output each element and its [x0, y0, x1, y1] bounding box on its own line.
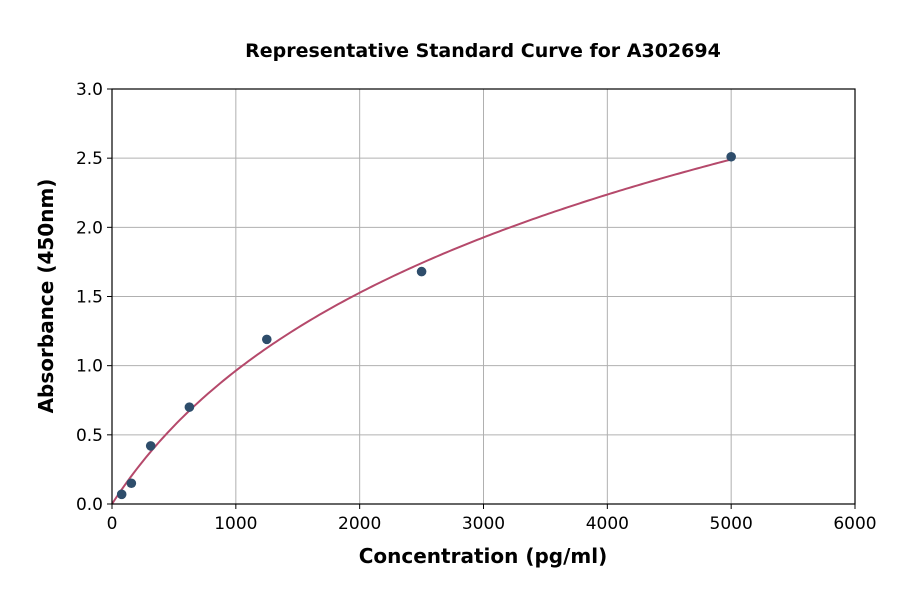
- y-tick-label: 1.0: [76, 357, 103, 377]
- y-axis-label: Absorbance (450nm): [34, 179, 58, 414]
- y-tick-label: 2.0: [76, 218, 103, 238]
- data-point: [184, 402, 195, 412]
- x-tick-label: 1000: [214, 514, 257, 534]
- data-point: [145, 441, 156, 451]
- x-tick-label: 5000: [710, 514, 753, 534]
- y-tick-label: 1.5: [76, 288, 103, 308]
- x-tick-label: 0: [107, 514, 118, 534]
- y-tick-label: 3.0: [76, 80, 103, 100]
- x-tick-label: 2000: [338, 514, 381, 534]
- y-tick-label: 0.5: [76, 426, 103, 446]
- x-axis-ticks: 0 1000 2000 3000 4000 5000 6000: [107, 504, 877, 534]
- data-point: [261, 334, 272, 345]
- data-point: [726, 151, 736, 162]
- grid: [111, 88, 856, 505]
- chart-title: Representative Standard Curve for A30269…: [245, 40, 721, 62]
- x-axis-label: Concentration (pg/ml): [359, 544, 608, 568]
- y-tick-label: 0.0: [76, 495, 103, 515]
- data-point: [416, 266, 427, 277]
- data-point: [126, 478, 137, 489]
- x-tick-label: 3000: [462, 514, 505, 534]
- fit-curve-group: [111, 158, 732, 505]
- x-tick-label: 6000: [833, 514, 876, 534]
- data-point: [116, 489, 127, 500]
- x-tick-label: 4000: [586, 514, 629, 534]
- data-points: [116, 151, 736, 500]
- fit-curve: [111, 158, 732, 505]
- y-axis-ticks: 0.0 0.5 1.0 1.5 2.0 2.5 3.0: [76, 80, 112, 515]
- y-tick-label: 2.5: [76, 149, 103, 169]
